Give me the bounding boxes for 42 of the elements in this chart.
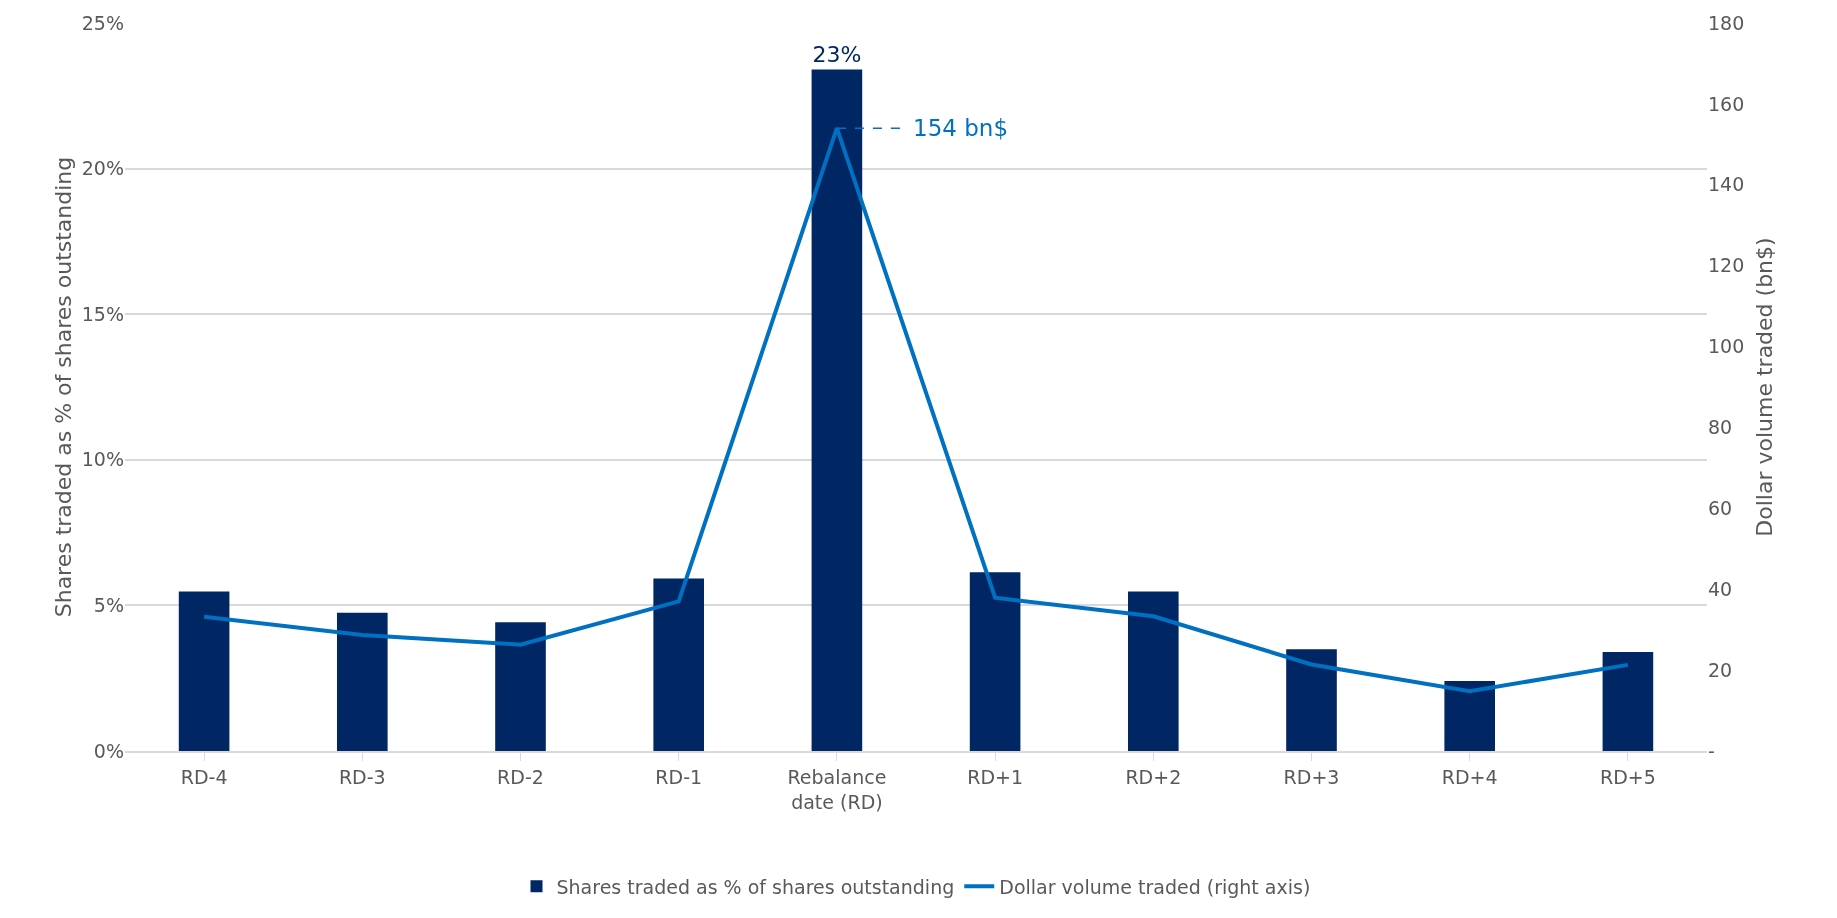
y-tick-label: 0% xyxy=(93,739,124,762)
bar xyxy=(178,591,230,751)
x-tick-label: RD-1 xyxy=(655,765,703,788)
annotation: 154 bn$ xyxy=(913,115,1009,141)
bar xyxy=(495,622,546,751)
legend-label: Dollar volume traded (right axis) xyxy=(999,875,1311,898)
y-tick-label: 5% xyxy=(93,594,124,617)
y2-tick-label: 20 xyxy=(1708,658,1733,681)
y2-tick-label: 160 xyxy=(1708,92,1745,115)
x-tick-label: RD-2 xyxy=(497,765,544,788)
y2-tick-label: - xyxy=(1708,739,1715,762)
bar xyxy=(1127,591,1179,751)
bar xyxy=(811,69,863,751)
bar xyxy=(1444,681,1496,751)
y2-tick-label: 40 xyxy=(1708,577,1733,600)
x-tick-label: RD-4 xyxy=(180,765,228,788)
x-tick-label: RD+2 xyxy=(1125,765,1182,788)
x-tick-label: RD-3 xyxy=(338,765,386,788)
x-tick-label: RD+5 xyxy=(1599,765,1656,788)
y2-tick-label: 60 xyxy=(1708,496,1733,519)
y2-tick-label: 140 xyxy=(1708,173,1745,196)
x-tick-label: Rebalance date (RD) xyxy=(787,765,887,813)
bar xyxy=(969,572,1021,751)
data-label: 23% xyxy=(812,41,862,67)
x-tick-label: RD+4 xyxy=(1441,765,1498,788)
y-tick-label: 25% xyxy=(81,11,124,34)
bar xyxy=(1286,649,1337,751)
bar xyxy=(1602,651,1654,751)
bar xyxy=(653,578,705,751)
y2-axis-title: Dollar volume traded (bn$) xyxy=(1752,237,1777,537)
legend-label: Shares traded as % of shares outstanding xyxy=(556,875,955,898)
y2-tick-label: 100 xyxy=(1708,335,1745,358)
y-tick-label: 15% xyxy=(81,302,124,325)
bar xyxy=(336,612,388,751)
x-tick-label: RD+1 xyxy=(967,765,1024,788)
y2-tick-label: 180 xyxy=(1708,11,1745,34)
y-tick-label: 10% xyxy=(81,448,124,471)
x-tick-label: RD+3 xyxy=(1283,765,1340,788)
y2-tick-label: 120 xyxy=(1708,254,1745,277)
y2-tick-label: 80 xyxy=(1708,416,1733,439)
y-tick-label: 20% xyxy=(81,157,124,180)
y-axis-title: Shares traded as % of shares outstanding xyxy=(51,156,76,618)
